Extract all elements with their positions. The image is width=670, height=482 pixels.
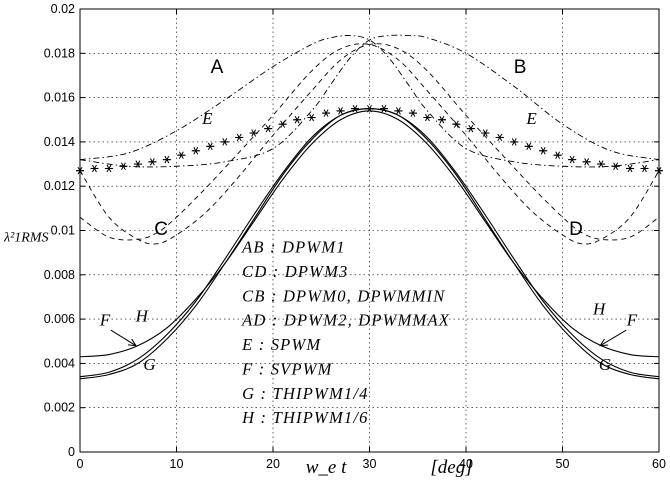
asterisk-marker [220,138,229,146]
legend-entry: AD : DPWM2, DPWMMAX [241,311,450,330]
legend-entry: CB : DPWM0, DPWMMIN [242,286,445,305]
asterisk-marker [437,116,446,124]
asterisk-marker [466,124,475,133]
x-tick-label: 60 [652,457,666,471]
asterisk-marker [510,138,519,146]
y-tick-label: 0.02 [51,2,75,16]
asterisk-marker [162,155,171,164]
x-axis-label: w_e t [306,457,347,478]
y-tick-label: 0.018 [44,46,75,60]
x-tick-label: 10 [170,457,184,471]
curve-label-c: C [154,219,168,240]
x-tick-label: 20 [266,457,280,471]
series-d-line [79,43,660,245]
curve-label-a: A [211,57,224,78]
asterisk-marker [336,107,345,115]
y-tick-label: 0.016 [44,91,75,105]
asterisk-marker [104,164,113,173]
asterisk-marker [322,109,331,117]
axis-ticks: 0 10 20 30 40 50 60 0 0.002 0.004 0.006 0.008 0.01 0.… [44,2,666,471]
asterisk-marker [249,129,258,137]
curve-label-d: D [569,219,583,240]
asterisk-marker [177,151,186,159]
asterisk-marker [539,147,548,155]
y-tick-label: 0.006 [44,312,75,326]
series-group [76,34,663,380]
x-tick-label: 40 [459,457,473,471]
series-b-line [79,34,660,168]
y-tick-label: 0.008 [44,268,75,282]
curve-label-g: G [599,355,611,374]
legend-entry: F : SVPWM [241,359,333,378]
asterisk-marker [597,160,606,168]
series-h-line [79,108,660,378]
legend-entry: AB : DPWM1 [241,238,346,257]
asterisk-marker [481,129,490,137]
y-axis-label: λ²1RMS [3,231,48,246]
x-tick-label: 30 [363,457,377,471]
y-tick-label: 0.014 [44,135,75,149]
asterisk-marker [553,151,562,159]
asterisk-marker [307,113,316,122]
curve-label-f: F [99,311,111,330]
asterisk-marker [235,133,244,142]
legend-entry: H : THIPWM1/6 [241,408,369,427]
curve-label-h: H [135,306,150,325]
curve-label-e: E [525,109,537,128]
y-tick-label: 0.004 [44,356,75,370]
asterisk-marker [90,164,99,173]
arrow-f-right [599,329,627,347]
x-tick-label: 0 [77,457,84,471]
series-e-markers [76,104,663,175]
asterisk-marker [133,160,142,168]
asterisk-marker [495,133,504,142]
asterisk-marker [423,113,432,122]
y-tick-label: 0.01 [51,224,75,238]
curve-label-b: B [514,57,527,78]
arrow-f-left [110,329,137,347]
asterisk-marker [626,164,635,173]
y-tick-label: 0.002 [44,401,75,415]
asterisk-marker [408,109,417,117]
curve-label-f: F [626,311,638,330]
legend: AB : DPWM1 CD : DPWM3 CB : DPWM0, DPWMMIN A… [241,238,450,428]
asterisk-marker [293,116,302,124]
legend-entry: CD : DPWM3 [242,262,348,281]
asterisk-marker [191,147,200,155]
curve-label-g: G [143,355,155,374]
asterisk-marker [379,104,388,113]
legend-entry: G : THIPWM1/4 [242,384,369,403]
x-axis-unit: [deg] [430,457,472,478]
curve-label-h: H [592,300,607,319]
asterisk-marker [611,162,620,170]
series-c-line [79,43,660,245]
asterisk-marker [452,120,461,128]
axis-labels: w_e t [deg] λ²1RMS [3,231,473,478]
asterisk-marker [640,164,649,173]
y-tick-label: 0.012 [44,179,75,193]
asterisk-marker [278,120,287,128]
y-tick-label: 0 [68,445,75,459]
asterisk-marker [582,158,591,166]
asterisk-marker [524,142,533,151]
asterisk-marker [394,107,403,115]
asterisk-marker [568,155,577,164]
series-f-line [79,110,660,358]
asterisk-marker [206,142,215,151]
legend-entry: E : SPWM [241,335,321,354]
asterisk-marker [148,158,157,166]
curve-label-e: E [201,109,213,128]
asterisk-marker [264,124,273,133]
x-tick-label: 50 [556,457,570,471]
asterisk-marker [119,162,128,170]
arrow-group [110,329,627,347]
